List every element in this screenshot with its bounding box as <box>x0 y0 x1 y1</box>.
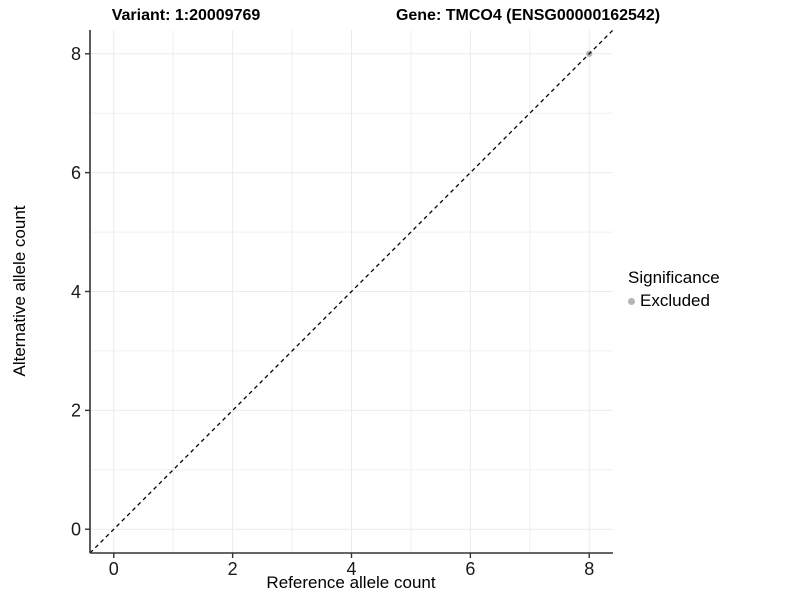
variant-title: Variant: 1:20009769 <box>111 7 261 24</box>
x-tick-label: 4 <box>346 559 356 579</box>
legend: Significance Excluded <box>628 268 720 311</box>
y-tick-label: 4 <box>71 282 81 302</box>
x-tick-label: 2 <box>228 559 238 579</box>
y-tick-label: 2 <box>71 401 81 421</box>
x-tick-label: 0 <box>109 559 119 579</box>
legend-item-label: Excluded <box>640 291 710 310</box>
y-axis-title: Alternative allele count <box>10 205 29 377</box>
excluded-point-icon <box>628 297 635 305</box>
y-tick-label: 0 <box>71 520 81 540</box>
legend-title: Significance <box>628 268 720 287</box>
y-tick-label: 8 <box>71 44 81 64</box>
x-tick-label: 8 <box>584 559 594 579</box>
identity-line <box>89 29 614 554</box>
x-axis-title: Reference allele count <box>266 573 436 592</box>
gene-title: Gene: TMCO4 (ENSG00000162542) <box>395 7 661 24</box>
x-tick-label: 6 <box>465 559 475 579</box>
legend-item-excluded: Excluded <box>628 291 720 311</box>
y-tick-label: 6 <box>71 163 81 183</box>
